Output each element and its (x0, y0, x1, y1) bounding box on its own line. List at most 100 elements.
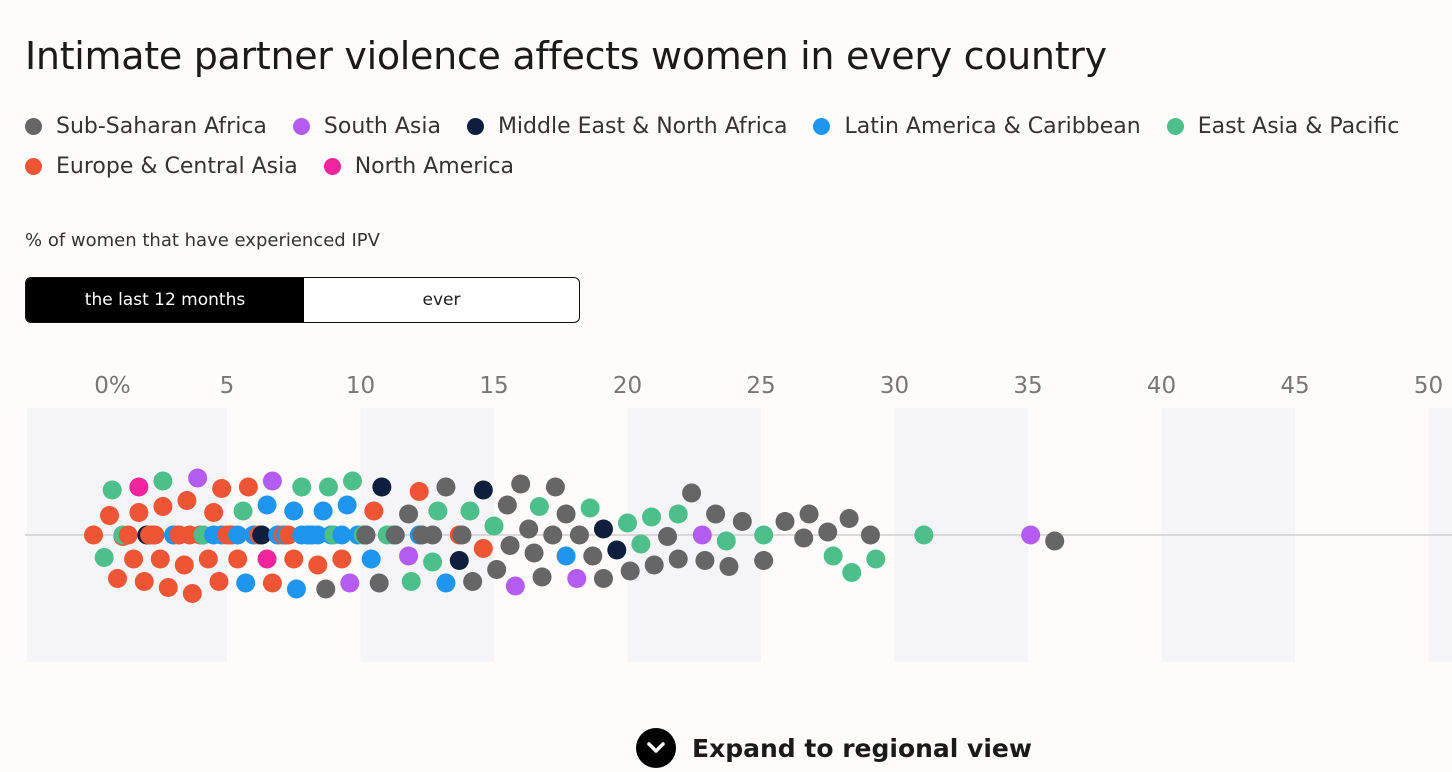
data-point-sa[interactable]: South Asia: 22.8 (692, 525, 712, 545)
data-point-ssa[interactable]: Sub-Saharan Africa: 14.2 (463, 572, 483, 591)
legend-item-sa[interactable]: South Asia (292, 114, 441, 139)
data-point-ssa[interactable]: Sub-Saharan Africa: 21.9 (668, 549, 688, 569)
data-point-eca[interactable]: Europe & Central Asia: 4.7 (209, 572, 229, 591)
data-point-eap[interactable]: East Asia & Pacific: 8.8 (318, 477, 338, 497)
data-point-ssa[interactable]: Sub-Saharan Africa: 20.1 (620, 561, 640, 581)
data-point-eca[interactable]: Europe & Central Asia: 3.4 (174, 555, 194, 575)
data-point-eap[interactable]: East Asia & Pacific: 15 (484, 516, 504, 536)
data-point-lac[interactable]: Latin America & Caribbean: 8.6 (313, 501, 333, 521)
data-point-sa[interactable]: South Asia: 18.1 (567, 569, 587, 588)
data-point-ssa[interactable]: Sub-Saharan Africa: 36 (1045, 531, 1065, 551)
data-point-ssa[interactable]: Sub-Saharan Africa: 23.3 (706, 504, 726, 524)
data-point-ssa[interactable]: Sub-Saharan Africa: 16.3 (519, 519, 539, 539)
legend-item-lac[interactable]: Latin America & Caribbean (813, 114, 1141, 139)
data-point-ssa[interactable]: Sub-Saharan Africa: 16.8 (532, 567, 552, 587)
data-point-eap[interactable]: East Asia & Pacific: 11.9 (401, 572, 421, 591)
data-point-eap[interactable]: East Asia & Pacific: 20 (618, 513, 637, 533)
data-point-eap[interactable]: East Asia & Pacific: 27.7 (823, 546, 843, 566)
data-point-sa[interactable]: South Asia: 9.6 (340, 573, 360, 593)
legend-item-eap[interactable]: East Asia & Pacific (1166, 114, 1399, 139)
data-point-eap[interactable]: East Asia & Pacific: 0.7 (102, 480, 122, 500)
data-point-eap[interactable]: East Asia & Pacific: 28.4 (842, 563, 862, 582)
data-point-eca[interactable]: Europe & Central Asia: 0 (84, 525, 103, 545)
data-point-eap[interactable]: East Asia & Pacific: 20.9 (642, 507, 662, 527)
data-point-mena[interactable]: Middle East & North Africa: 14.6 (473, 480, 493, 500)
data-point-ssa[interactable]: Sub-Saharan Africa: 15.6 (500, 536, 520, 555)
data-point-lac[interactable]: Latin America & Caribbean: 10.4 (361, 549, 381, 569)
data-point-ssa[interactable]: Sub-Saharan Africa: 12.7 (423, 525, 443, 545)
data-point-ssa[interactable]: Sub-Saharan Africa: 25.9 (775, 512, 795, 531)
data-point-lac[interactable]: Latin America & Caribbean: 7.5 (284, 501, 304, 521)
legend-item-na[interactable]: North America (323, 154, 514, 179)
data-point-eca[interactable]: Europe & Central Asia: 12.2 (409, 482, 429, 501)
data-point-eap[interactable]: East Asia & Pacific: 2.6 (153, 471, 173, 491)
data-point-ssa[interactable]: Sub-Saharan Africa: 27.5 (818, 522, 838, 542)
data-point-eap[interactable]: East Asia & Pacific: 20.5 (631, 534, 651, 554)
data-point-ssa[interactable]: Sub-Saharan Africa: 15.1 (487, 560, 507, 579)
data-point-ssa[interactable]: Sub-Saharan Africa: 13.2 (436, 477, 456, 497)
data-point-ssa[interactable]: Sub-Saharan Africa: 10.2 (356, 525, 376, 545)
data-point-mena[interactable]: Middle East & North Africa: 13.7 (449, 551, 469, 570)
data-point-na[interactable]: North America: 6.5 (257, 549, 277, 569)
data-point-mena[interactable]: Middle East & North Africa: 10.8 (372, 477, 392, 497)
data-point-ssa[interactable]: Sub-Saharan Africa: 17.3 (545, 477, 565, 497)
expand-regional-view-button[interactable]: Expand to regional view (636, 728, 1032, 768)
data-point-ssa[interactable]: Sub-Saharan Africa: 8.7 (316, 579, 336, 599)
data-point-na[interactable]: North America: 1.7 (129, 477, 149, 497)
data-point-ssa[interactable]: Sub-Saharan Africa: 24.3 (732, 512, 752, 531)
data-point-eca[interactable]: Europe & Central Asia: 3.5 (177, 491, 197, 510)
data-point-eap[interactable]: East Asia & Pacific: 12.7 (423, 552, 443, 572)
data-point-eca[interactable]: Europe & Central Asia: 0.9 (108, 569, 128, 588)
data-point-eap[interactable]: East Asia & Pacific: 18.6 (580, 498, 600, 518)
data-point-mena[interactable]: Middle East & North Africa: 6.3 (252, 525, 272, 545)
data-point-sa[interactable]: South Asia: 11.8 (399, 546, 419, 566)
data-point-ssa[interactable]: Sub-Saharan Africa: 29.1 (860, 525, 880, 545)
data-point-eap[interactable]: East Asia & Pacific: 7.8 (292, 477, 312, 497)
data-point-eca[interactable]: Europe & Central Asia: 1.3 (118, 525, 138, 545)
data-point-eca[interactable]: Europe & Central Asia: 14.6 (473, 539, 493, 558)
data-point-ssa[interactable]: Sub-Saharan Africa: 10.7 (369, 573, 389, 593)
data-point-eca[interactable]: Europe & Central Asia: 0.6 (100, 506, 120, 525)
data-point-eca[interactable]: Europe & Central Asia: 7.5 (284, 549, 304, 569)
data-point-eca[interactable]: Europe & Central Asia: 2.3 (145, 525, 165, 545)
data-point-ssa[interactable]: Sub-Saharan Africa: 22.9 (695, 551, 715, 570)
data-point-eca[interactable]: Europe & Central Asia: 8.4 (308, 555, 328, 575)
data-point-eap[interactable]: East Asia & Pacific: 21.9 (668, 504, 688, 524)
data-point-lac[interactable]: Latin America & Caribbean: 5.7 (236, 573, 256, 593)
legend-item-mena[interactable]: Middle East & North Africa (466, 114, 787, 139)
data-point-eca[interactable]: Europe & Central Asia: 10.5 (364, 501, 384, 521)
data-point-eca[interactable]: Europe & Central Asia: 3.7 (182, 584, 202, 603)
data-point-ssa[interactable]: Sub-Saharan Africa: 17.2 (543, 525, 563, 545)
data-point-lac[interactable]: Latin America & Caribbean: 9.5 (337, 495, 357, 515)
data-point-sa[interactable]: South Asia: 3.9 (188, 468, 208, 488)
data-point-lac[interactable]: Latin America & Caribbean: 5.4 (228, 525, 248, 545)
data-point-ssa[interactable]: Sub-Saharan Africa: 13.8 (452, 525, 472, 545)
data-point-ssa[interactable]: Sub-Saharan Africa: 28.3 (839, 509, 859, 528)
data-point-eap[interactable]: East Asia & Pacific: 16.7 (529, 497, 549, 516)
data-point-eap[interactable]: East Asia & Pacific: 31.1 (914, 525, 934, 545)
data-point-ssa[interactable]: Sub-Saharan Africa: 26.6 (794, 528, 814, 548)
toggle-ever[interactable]: ever (422, 290, 461, 310)
data-point-eca[interactable]: Europe & Central Asia: 1.9 (134, 572, 154, 591)
data-point-eap[interactable]: East Asia & Pacific: 14.1 (460, 501, 480, 521)
data-point-eap[interactable]: East Asia & Pacific: 23.7 (716, 531, 736, 551)
data-point-ssa[interactable]: Sub-Saharan Africa: 11.8 (399, 504, 419, 524)
data-point-eca[interactable]: Europe & Central Asia: 6.7 (262, 573, 282, 593)
data-point-ssa[interactable]: Sub-Saharan Africa: 21.5 (658, 527, 678, 546)
data-point-eap[interactable]: East Asia & Pacific: 0.4 (94, 548, 114, 567)
data-point-ssa[interactable]: Sub-Saharan Africa: 18.7 (583, 546, 603, 566)
data-point-eap[interactable]: East Asia & Pacific: 29.3 (866, 549, 886, 569)
data-point-eca[interactable]: Europe & Central Asia: 7.3 (278, 525, 298, 545)
data-point-ssa[interactable]: Sub-Saharan Africa: 15.5 (497, 495, 517, 515)
data-point-sa[interactable]: South Asia: 35.1 (1021, 525, 1041, 545)
data-point-ssa[interactable]: Sub-Saharan Africa: 18.2 (569, 525, 589, 545)
data-point-ssa[interactable]: Sub-Saharan Africa: 19.1 (593, 569, 613, 588)
data-point-lac[interactable]: Latin America & Caribbean: 17.7 (556, 546, 576, 566)
legend-item-ssa[interactable]: Sub-Saharan Africa (25, 114, 267, 139)
data-point-lac[interactable]: Latin America & Caribbean: 7.6 (286, 579, 306, 599)
data-point-eca[interactable]: Europe & Central Asia: 9.3 (332, 549, 352, 569)
data-point-eca[interactable]: Europe & Central Asia: 4.8 (212, 479, 232, 498)
data-point-lac[interactable]: Latin America & Caribbean: 9.3 (332, 525, 352, 545)
data-point-eca[interactable]: Europe & Central Asia: 2.5 (150, 549, 170, 569)
data-point-eca[interactable]: Europe & Central Asia: 1.7 (129, 503, 149, 522)
